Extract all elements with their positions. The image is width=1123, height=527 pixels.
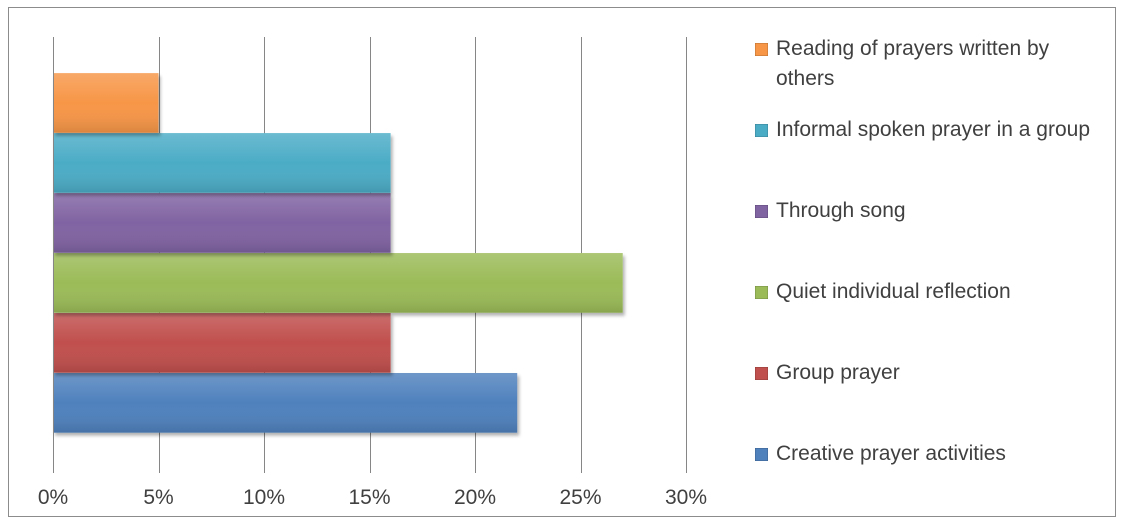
legend-label: Through song bbox=[776, 199, 906, 222]
legend-label: Quiet individual reflection bbox=[776, 280, 1011, 303]
legend-swatch bbox=[755, 43, 768, 56]
legend-label: Reading of prayers written by others bbox=[776, 37, 1050, 90]
bar-shading bbox=[53, 313, 391, 373]
legend-label: Informal spoken prayer in a group bbox=[776, 118, 1091, 141]
legend-item: Quiet individual reflection bbox=[755, 277, 1105, 307]
x-tick-labels: 0% 5% 10% 15% 20% 25% 30% bbox=[38, 486, 707, 509]
x-tick-label: 10% bbox=[243, 486, 285, 509]
x-tick-label: 15% bbox=[348, 486, 390, 509]
legend-item: Informal spoken prayer in a group bbox=[755, 115, 1105, 145]
legend-label: Creative prayer activities bbox=[776, 442, 1006, 465]
legend-swatch bbox=[755, 124, 768, 137]
legend-item: Reading of prayers written by others bbox=[755, 34, 1105, 94]
legend-swatch bbox=[755, 448, 768, 461]
x-tick-label: 20% bbox=[454, 486, 496, 509]
x-tick-label: 25% bbox=[559, 486, 601, 509]
x-tick-label: 30% bbox=[665, 486, 707, 509]
legend-item: Group prayer bbox=[755, 358, 1105, 388]
bars bbox=[53, 73, 623, 433]
legend-swatch bbox=[755, 367, 768, 380]
legend-swatch bbox=[755, 286, 768, 299]
x-tick-label: 0% bbox=[38, 486, 68, 509]
bar-shading bbox=[53, 253, 623, 313]
legend-item: Creative prayer activities bbox=[755, 439, 1105, 469]
bar-shading bbox=[53, 73, 159, 133]
legend-label: Group prayer bbox=[776, 361, 900, 384]
x-tick-label: 5% bbox=[143, 486, 173, 509]
bar-shading bbox=[53, 193, 391, 253]
bar-shading bbox=[53, 133, 391, 193]
legend-swatch bbox=[755, 205, 768, 218]
bar-shading bbox=[53, 372, 518, 433]
legend-item: Through song bbox=[755, 196, 1105, 226]
